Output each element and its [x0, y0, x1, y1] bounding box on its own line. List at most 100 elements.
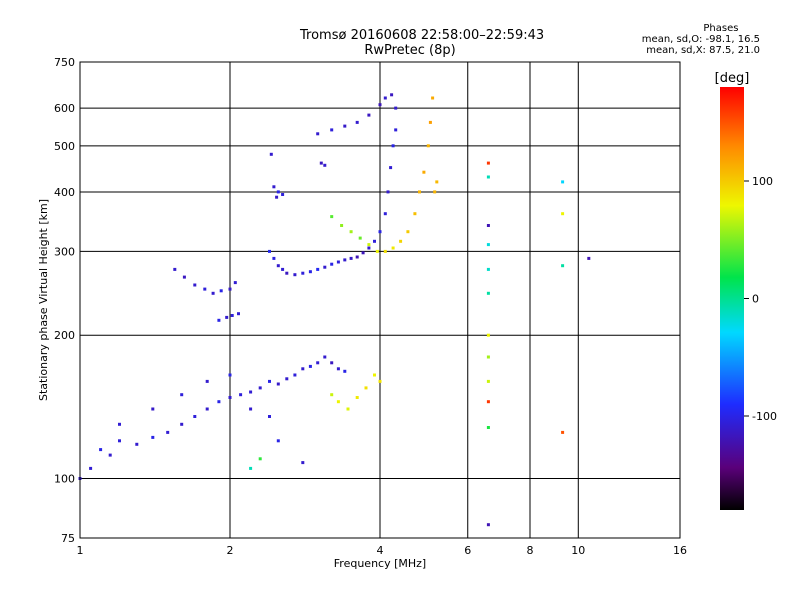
data-point: [151, 407, 155, 411]
data-point: [418, 190, 421, 194]
data-point: [301, 367, 305, 371]
plot-frame: [79, 61, 681, 539]
data-point: [343, 124, 347, 128]
y-tick-label: 750: [54, 56, 75, 69]
data-point: [343, 369, 347, 373]
data-point: [391, 246, 395, 250]
data-point: [375, 249, 379, 253]
data-point: [239, 393, 243, 397]
data-point: [268, 415, 271, 418]
data-point: [316, 132, 320, 136]
data-point: [272, 256, 276, 260]
stats-label: Phases: [703, 23, 739, 34]
data-point: [486, 243, 490, 247]
colorbar-gradient: [720, 87, 744, 510]
data-point: [249, 390, 253, 394]
x-axis: 1 2 4 6 8 10 16: [77, 544, 688, 557]
data-point: [268, 249, 271, 253]
data-point: [308, 270, 312, 274]
data-point: [486, 224, 490, 227]
colorbar: -100 0 100 [deg]: [715, 71, 777, 510]
data-point: [422, 170, 426, 174]
x-tick-label: 2: [227, 544, 234, 557]
data-point: [386, 190, 390, 194]
data-point: [367, 246, 371, 250]
data-point: [323, 355, 327, 359]
data-point: [367, 243, 371, 247]
grid: [79, 61, 681, 539]
data-point: [561, 212, 565, 216]
data-point: [486, 355, 490, 359]
stats-x: mean, sd,X: 87.5, 21.0: [646, 45, 760, 56]
data-point: [249, 407, 253, 411]
data-point: [319, 161, 323, 165]
data-point: [355, 255, 359, 259]
data-point: [355, 396, 359, 399]
data-point: [330, 215, 334, 219]
x-axis-label: Frequency [MHz]: [334, 557, 426, 570]
data-point: [228, 373, 232, 377]
x-tick-label: 8: [527, 544, 534, 557]
stats-o: mean, sd,O: -98.1, 16.5: [641, 34, 760, 45]
data-point: [258, 386, 262, 390]
data-point: [383, 249, 387, 253]
data-point: [205, 407, 209, 411]
colorbar-tick-label: -100: [752, 410, 777, 423]
colorbar-tick-label: 0: [752, 293, 759, 306]
data-point: [316, 267, 320, 271]
y-tick-label: 600: [54, 102, 75, 115]
y-tick-label: 100: [54, 473, 75, 486]
data-point: [99, 448, 103, 452]
data-point: [166, 430, 170, 434]
title-line-2: RwPretec (8p): [364, 43, 456, 58]
x-tick-label: 1: [77, 544, 84, 557]
data-point: [308, 364, 312, 368]
data-point: [316, 361, 320, 365]
data-point: [406, 230, 410, 234]
data-point: [293, 273, 297, 277]
data-point: [330, 393, 334, 397]
data-point: [336, 400, 340, 404]
data-point: [349, 230, 353, 234]
data-point: [394, 128, 398, 132]
title-line-1: Tromsø 20160608 22:58:00–22:59:43: [300, 28, 545, 43]
data-point: [378, 230, 382, 234]
data-point: [486, 379, 490, 383]
data-point: [390, 93, 394, 97]
data-point: [301, 461, 305, 465]
data-point: [330, 128, 334, 132]
data-point: [203, 287, 207, 291]
data-point: [486, 523, 490, 527]
data-point: [228, 396, 232, 399]
data-point: [428, 120, 432, 124]
data-point: [135, 442, 139, 446]
data-point: [561, 180, 565, 184]
data-point: [323, 163, 327, 167]
phase-stats: Phases mean, sd,O: -98.1, 16.5 mean, sd,…: [642, 23, 760, 56]
data-point: [391, 144, 395, 148]
data-point: [486, 426, 490, 429]
data-point: [343, 258, 347, 262]
data-point: [486, 333, 490, 337]
data-point: [361, 251, 365, 255]
data-point: [276, 382, 280, 386]
data-point: [323, 265, 327, 269]
data-point: [180, 393, 184, 397]
data-point: [276, 439, 280, 443]
data-point: [486, 175, 490, 179]
data-point: [431, 96, 435, 100]
data-point: [355, 120, 359, 124]
data-point: [281, 267, 285, 271]
data-point: [383, 96, 387, 100]
data-point: [180, 422, 184, 426]
data-point: [258, 457, 262, 461]
y-axis: 75 100 200 300 400 500 600 750: [54, 56, 75, 545]
data-point: [118, 439, 121, 443]
y-tick-label: 75: [61, 532, 75, 545]
data-point: [211, 291, 215, 295]
data-point: [268, 379, 271, 383]
x-tick-label: 6: [464, 544, 471, 557]
colorbar-ticks: -100 0 100: [744, 175, 777, 423]
data-point: [276, 264, 280, 268]
